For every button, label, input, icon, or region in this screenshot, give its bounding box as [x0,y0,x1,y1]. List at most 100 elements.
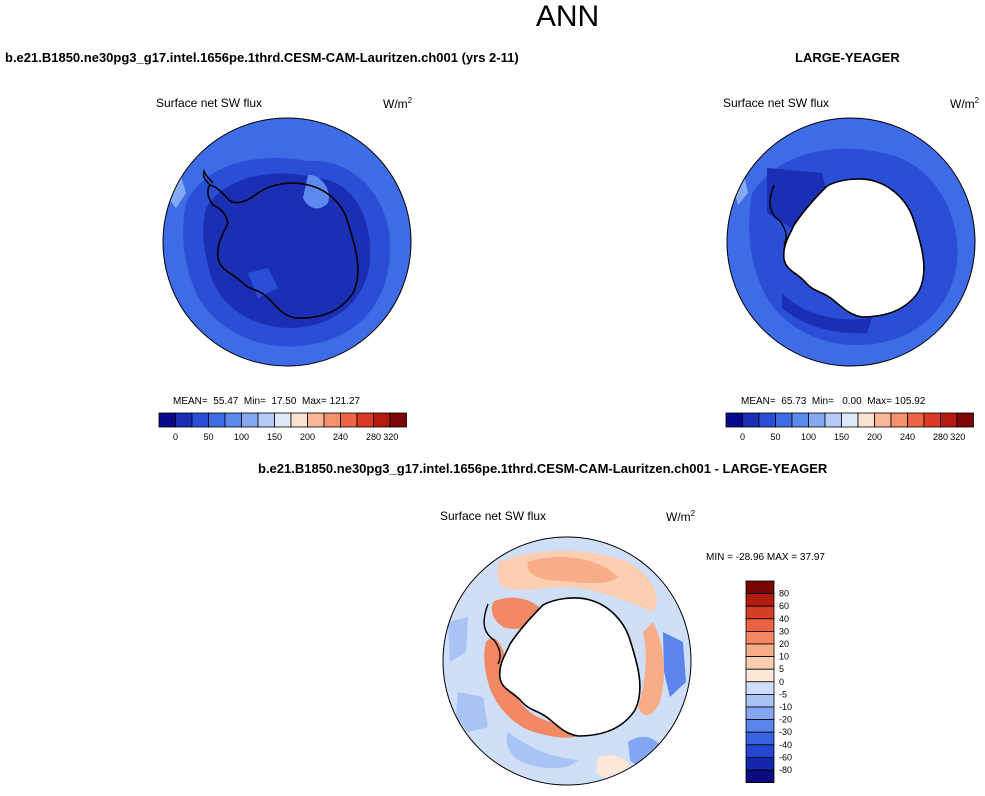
obs-colorbar-box [857,412,875,428]
diff-colorbar-tick-label: 30 [779,626,789,636]
diff-colorbar-tick-label: 80 [779,589,789,599]
diff-colorbar-tick-label: -60 [779,752,792,762]
diff-colorbar-tick-label: 0 [779,677,784,687]
test-colorbar-box [356,412,374,428]
test-colorbar-box [274,412,292,428]
obs-variable-label: Surface net SW flux [723,96,830,110]
diff-colorbar-box [745,731,775,746]
obs-colorbar-box [775,412,793,428]
obs-colorbar-tick-label: 0 [740,432,745,442]
obs-colorbar-tick-label: 150 [834,432,849,442]
diff-antarctica-land [498,597,641,737]
test-colorbar-tick-label: 150 [267,432,282,442]
obs-colorbar-tick-label: 240 [900,432,915,442]
obs-polar-map [726,117,976,367]
test-colorbar-tick-label: 280 [366,432,381,442]
diff-colorbar-tick-label: 5 [779,664,784,674]
diff-units: W/m2 [666,509,696,524]
test-colorbar-box [290,412,308,428]
diff-colorbar-box [745,719,775,733]
obs-colorbar-tick-label: 100 [801,432,816,442]
test-colorbar-box [158,412,176,428]
test-stats: MEAN= 55.47 Min= 17.50 Max= 121.27 [173,396,361,407]
diff-colorbar-tick-label: -10 [779,702,792,712]
test-colorbar: 0 50 100 150 200 240 280 320 [158,412,407,442]
test-colorbar-box [241,412,259,428]
page-title: ANN [535,0,600,33]
test-colorbar-box [323,412,341,428]
diff-colorbar: 80 60 40 30 20 10 5 0 -5 -10 -20 -30 -40 -60 -80 [745,580,792,784]
diff-colorbar-box [745,593,775,607]
diff-colorbar-tick-label: -30 [779,727,792,737]
test-colorbar-tick-label: 0 [173,432,178,442]
obs-colorbar-box [890,412,908,428]
obs-colorbar-box [808,412,826,428]
obs-colorbar-tick-label: 280 [933,432,948,442]
obs-antarctica-land [782,178,925,318]
obs-colorbar-box [791,412,809,428]
diff-colorbar-box [745,668,775,683]
test-colorbar-tick-label: 200 [300,432,315,442]
test-colorbar-tick-label: 50 [203,432,213,442]
diff-colorbar-box [745,706,775,721]
obs-colorbar-box [923,412,941,428]
diff-colorbar-box [745,681,775,695]
diff-colorbar-tick-label: 20 [779,639,789,649]
diff-colorbar-box [745,656,775,670]
obs-colorbar-box [841,412,859,428]
diff-colorbar-box [745,769,775,784]
test-colorbar-box [224,412,242,428]
obs-colorbar-boxes [725,412,974,428]
test-colorbar-box [389,412,407,428]
diff-colorbar-tick-label: 40 [779,614,789,624]
diff-polar-map [442,536,692,786]
test-colorbar-tick-label: 240 [333,432,348,442]
diff-colorbar-box [745,756,775,771]
test-colorbar-box [307,412,325,428]
obs-units: W/m2 [950,96,980,111]
diff-colorbar-tick-label: 10 [779,652,789,662]
obs-colorbar-box [907,412,925,428]
obs-case-title: LARGE-YEAGER [795,50,900,65]
test-case-title: b.e21.B1850.ne30pg3_g17.intel.1656pe.1th… [5,50,519,65]
diff-colorbar-box [745,694,775,708]
diff-colorbar-tick-label: -5 [779,689,787,699]
test-units: W/m2 [383,96,413,111]
diff-colorbar-tick-label: -40 [779,740,792,750]
obs-colorbar-tick-label: 320 [950,432,965,442]
diff-colorbar-box [745,580,775,595]
obs-colorbar-box [874,412,892,428]
diff-colorbar-tick-label: 60 [779,601,789,611]
obs-colorbar-box [824,412,842,428]
test-polar-map [162,117,412,367]
test-colorbar-box [208,412,226,428]
diff-colorbar-box [745,643,775,658]
diff-colorbar-box [745,631,775,645]
test-colorbar-box [340,412,358,428]
test-colorbar-ticks: 0 50 100 150 200 240 280 320 [173,432,398,442]
obs-colorbar-box [940,412,958,428]
obs-peninsula-outline [769,184,787,246]
test-colorbar-box [175,412,193,428]
diff-colorbar-box [745,618,775,632]
test-peninsula-outline [202,168,214,186]
diff-colorbar-boxes [745,580,775,784]
obs-colorbar-tick-label: 200 [867,432,882,442]
obs-colorbar-box [956,412,974,428]
obs-colorbar: 0 50 100 150 200 240 280 320 [725,412,974,442]
obs-colorbar-box [742,412,760,428]
obs-stats: MEAN= 65.73 Min= 0.00 Max= 105.92 [741,396,926,407]
obs-colorbar-box [758,412,776,428]
obs-colorbar-box [725,412,743,428]
diff-colorbar-ticks: 80 60 40 30 20 10 5 0 -5 -10 -20 -30 -40 -60 -80 [779,589,792,775]
obs-colorbar-ticks: 0 50 100 150 200 240 280 320 [740,432,965,442]
diff-colorbar-box [745,605,775,620]
diff-colorbar-box [745,744,775,758]
test-antarctica-outline [207,182,359,319]
test-colorbar-box [373,412,391,428]
diff-colorbar-tick-label: -20 [779,715,792,725]
test-variable-label: Surface net SW flux [156,96,263,110]
diff-minmax: MIN = -28.96 MAX = 37.97 [706,552,825,563]
test-colorbar-box [191,412,209,428]
diff-case-title: b.e21.B1850.ne30pg3_g17.intel.1656pe.1th… [258,461,828,476]
